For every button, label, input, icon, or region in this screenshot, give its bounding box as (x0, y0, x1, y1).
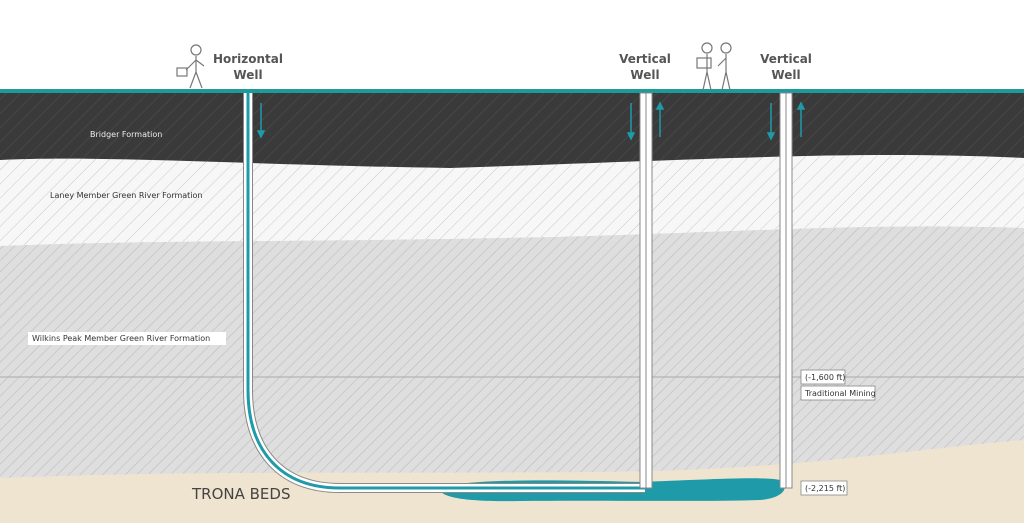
workers (176, 42, 732, 91)
well-label: Vertical (619, 52, 671, 66)
formation-label: Bridger Formation (90, 130, 162, 139)
depth-label: (-1,600 ft) (805, 373, 845, 382)
well-label: Horizontal (213, 52, 283, 66)
formation-label: TRONA BEDS (191, 485, 290, 503)
wells (243, 92, 806, 502)
well-label: Well (630, 68, 659, 82)
depth-label: (-2,215 ft) (805, 484, 845, 493)
formation-label: Laney Member Green River Formation (50, 191, 203, 200)
strata (0, 89, 1024, 523)
formation-label: Wilkins Peak Member Green River Formatio… (32, 334, 210, 343)
depth-note: Traditional Mining (804, 389, 876, 398)
well-label: Well (771, 68, 800, 82)
labels: Horizontal Well Vertical Well Vertical W… (28, 52, 876, 503)
well-label: Vertical (760, 52, 812, 66)
well-label: Well (233, 68, 262, 82)
